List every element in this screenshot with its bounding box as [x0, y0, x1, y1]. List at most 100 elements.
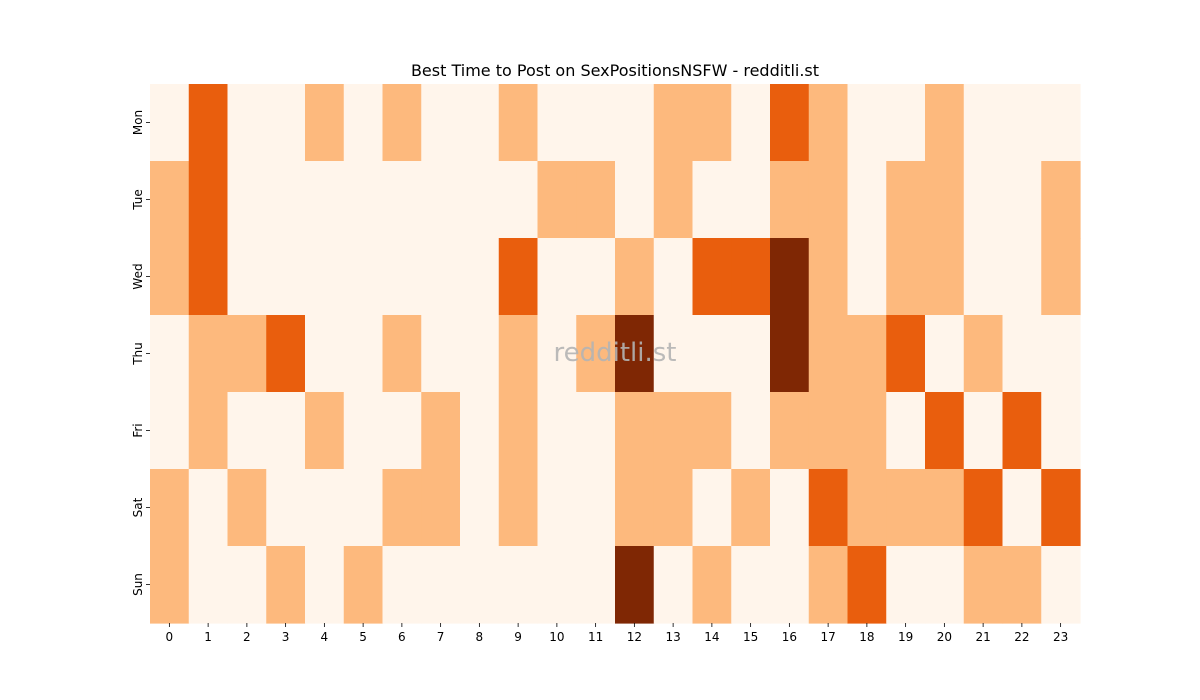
heatmap-cell-thu-9: [498, 315, 539, 393]
heatmap-cell-wed-22: [1002, 238, 1042, 316]
heatmap-cell-fri-7: [421, 392, 461, 470]
heatmap-cell-thu-12: [615, 315, 655, 393]
x-tick-label: 5: [359, 630, 367, 644]
heatmap-cell-fri-3: [266, 392, 306, 470]
heatmap-cell-thu-3: [266, 315, 306, 393]
y-tick-label: Wed: [131, 263, 145, 289]
heatmap-cell-wed-11: [576, 238, 616, 316]
heatmap-cell-fri-10: [537, 392, 577, 470]
heatmap-cell-mon-18: [847, 84, 887, 162]
y-tick-label: Sat: [131, 497, 145, 517]
heatmap-cell-sat-20: [925, 469, 965, 547]
y-tick-label: Tue: [131, 189, 145, 211]
heatmap-cell-tue-18: [847, 161, 887, 239]
heatmap-cell-tue-9: [498, 161, 539, 239]
heatmap-cell-tue-15: [731, 161, 771, 239]
heatmap-cell-wed-6: [382, 238, 422, 316]
heatmap-cell-mon-23: [1041, 84, 1081, 162]
x-tick-label: 23: [1053, 630, 1068, 644]
y-tick-label: Mon: [131, 110, 145, 135]
heatmap-cell-thu-22: [1002, 315, 1042, 393]
heatmap-cell-wed-13: [653, 238, 694, 316]
heatmap-cell-sun-7: [421, 546, 461, 624]
x-tick-label: 13: [665, 630, 680, 644]
heatmap-cell-sun-23: [1041, 546, 1081, 624]
heatmap-cell-sun-14: [692, 546, 732, 624]
heatmap-cell-sat-8: [460, 469, 500, 547]
heatmap-cell-mon-16: [770, 84, 810, 162]
heatmap-cell-tue-13: [653, 161, 694, 239]
x-tick-label: 16: [782, 630, 797, 644]
heatmap-cell-mon-2: [227, 84, 267, 162]
heatmap-cell-sat-5: [343, 469, 384, 547]
y-tick-label: Fri: [131, 423, 145, 437]
heatmap-cell-sat-19: [886, 469, 926, 547]
heatmap-cell-tue-7: [421, 161, 461, 239]
chart-title: Best Time to Post on SexPositionsNSFW - …: [411, 61, 819, 80]
heatmap-cell-sat-12: [615, 469, 655, 547]
x-tick-label: 2: [243, 630, 251, 644]
heatmap-cell-thu-23: [1041, 315, 1081, 393]
heatmap-cell-mon-6: [382, 84, 422, 162]
heatmap-cell-fri-5: [343, 392, 384, 470]
heatmap-cell-thu-15: [731, 315, 771, 393]
heatmap-cell-thu-10: [537, 315, 577, 393]
heatmap-cell-wed-8: [460, 238, 500, 316]
heatmap-cell-sun-9: [498, 546, 539, 624]
heatmap-cell-mon-15: [731, 84, 771, 162]
heatmap-cell-tue-5: [343, 161, 384, 239]
heatmap-cell-sun-3: [266, 546, 306, 624]
heatmap-cell-mon-20: [925, 84, 965, 162]
heatmap-cells: [150, 84, 1081, 624]
heatmap-cell-sun-19: [886, 546, 926, 624]
x-tick-label: 18: [859, 630, 874, 644]
x-tick-label: 15: [743, 630, 758, 644]
x-tick-label: 20: [937, 630, 952, 644]
heatmap-cell-mon-10: [537, 84, 577, 162]
heatmap-cell-sun-0: [150, 546, 190, 624]
heatmap-cell-tue-10: [537, 161, 577, 239]
heatmap-cell-sat-0: [150, 469, 190, 547]
heatmap-cell-sun-12: [615, 546, 655, 624]
heatmap-cell-thu-7: [421, 315, 461, 393]
heatmap-cell-sun-16: [770, 546, 810, 624]
heatmap-cell-tue-8: [460, 161, 500, 239]
heatmap-cell-mon-22: [1002, 84, 1042, 162]
heatmap-cell-tue-3: [266, 161, 306, 239]
heatmap-cell-fri-4: [305, 392, 345, 470]
heatmap-cell-fri-8: [460, 392, 500, 470]
heatmap-cell-sat-6: [382, 469, 422, 547]
heatmap-cell-mon-17: [808, 84, 849, 162]
heatmap-cell-mon-0: [150, 84, 190, 162]
heatmap-cell-fri-15: [731, 392, 771, 470]
heatmap-cell-tue-0: [150, 161, 190, 239]
heatmap-cell-sat-21: [963, 469, 1004, 547]
heatmap-cell-mon-13: [653, 84, 694, 162]
x-tick-label: 19: [898, 630, 913, 644]
heatmap-cell-fri-1: [188, 392, 229, 470]
heatmap-cell-thu-14: [692, 315, 732, 393]
heatmap-cell-sun-5: [343, 546, 384, 624]
y-tick-label: Thu: [131, 342, 145, 366]
heatmap-cell-thu-13: [653, 315, 694, 393]
heatmap-cell-sun-6: [382, 546, 422, 624]
heatmap-cell-fri-12: [615, 392, 655, 470]
y-tick-label: Sun: [131, 573, 145, 596]
heatmap-cell-fri-23: [1041, 392, 1081, 470]
heatmap-cell-fri-20: [925, 392, 965, 470]
heatmap-cell-sat-1: [188, 469, 229, 547]
x-tick-label: 6: [398, 630, 406, 644]
heatmap-cell-wed-15: [731, 238, 771, 316]
heatmap-cell-wed-0: [150, 238, 190, 316]
heatmap-cell-thu-4: [305, 315, 345, 393]
heatmap-cell-fri-13: [653, 392, 694, 470]
heatmap-cell-mon-12: [615, 84, 655, 162]
heatmap-cell-sun-20: [925, 546, 965, 624]
heatmap-cell-fri-17: [808, 392, 849, 470]
heatmap-cell-tue-14: [692, 161, 732, 239]
heatmap-cell-mon-19: [886, 84, 926, 162]
heatmap-cell-tue-22: [1002, 161, 1042, 239]
heatmap-cell-wed-1: [188, 238, 229, 316]
heatmap-cell-sat-23: [1041, 469, 1081, 547]
